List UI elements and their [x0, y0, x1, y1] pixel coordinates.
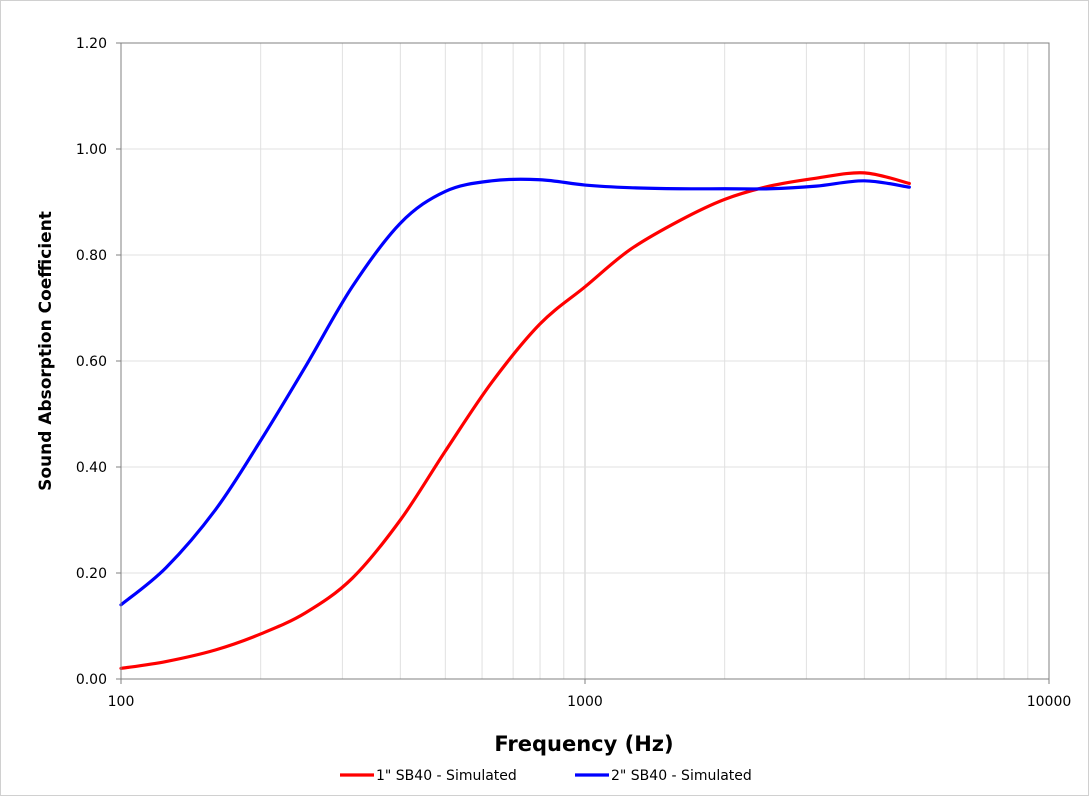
- y-tick-label: 0.60: [76, 354, 107, 370]
- x-tick-label: 1000: [567, 694, 603, 710]
- y-tick-label: 1.00: [76, 142, 107, 158]
- x-axis-ticks: 100 1000 10000: [108, 679, 1072, 710]
- x-tick-label: 100: [108, 694, 135, 710]
- y-tick-label: 0.00: [76, 672, 107, 688]
- x-axis-title: Frequency (Hz): [494, 732, 673, 756]
- y-tick-label: 0.80: [76, 248, 107, 264]
- series-line-1: [119, 171, 911, 670]
- legend: 1" SB40 - Simulated 2" SB40 - Simulated: [340, 768, 752, 784]
- y-axis-ticks: 0.00 0.20 0.40 0.60 0.80 1.00 1.20: [76, 36, 121, 688]
- x-tick-label: 10000: [1027, 694, 1072, 710]
- y-tick-label: 0.40: [76, 460, 107, 476]
- legend-label-2: 2" SB40 - Simulated: [611, 768, 752, 784]
- series-lines: [119, 171, 911, 670]
- y-tick-label: 0.20: [76, 566, 107, 582]
- legend-label-1: 1" SB40 - Simulated: [376, 768, 517, 784]
- grid-lines: [121, 43, 1049, 679]
- series-line-2: [119, 177, 911, 607]
- y-axis-title: Sound Absorption Coefficient: [36, 211, 56, 491]
- y-tick-label: 1.20: [76, 36, 107, 52]
